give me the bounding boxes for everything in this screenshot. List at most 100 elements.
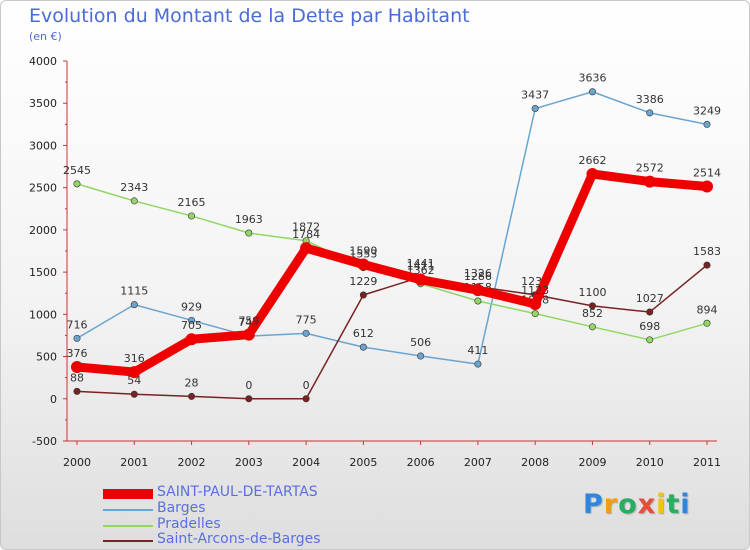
data-point-barges-2002 bbox=[188, 316, 196, 324]
y-tick-label-2: 500 bbox=[36, 351, 57, 364]
data-point-pradelles-2001 bbox=[130, 197, 138, 205]
data-label-saint-paul-de-tartas-2003: 759 bbox=[238, 315, 259, 328]
y-tick-label-7: 3000 bbox=[29, 139, 57, 152]
data-point-saint-arcons-de-barges-2000 bbox=[73, 387, 81, 395]
data-point-saint-paul-de-tartas-2007 bbox=[471, 284, 484, 297]
data-point-barges-2011 bbox=[703, 120, 711, 128]
data-label-pradelles-2000: 2545 bbox=[63, 164, 91, 177]
x-tick-label-1: 2001 bbox=[120, 456, 148, 469]
data-point-barges-2005 bbox=[359, 343, 367, 351]
data-point-saint-paul-de-tartas-2004 bbox=[300, 242, 313, 255]
data-label-pradelles-2001: 2343 bbox=[120, 181, 148, 194]
data-point-barges-2009 bbox=[588, 88, 596, 96]
series-pradelles: 2545234321651963187215531362115810088526… bbox=[63, 164, 718, 344]
series-line-barges bbox=[76, 90, 708, 365]
data-point-barges-2000 bbox=[73, 334, 81, 342]
legend-swatch-saint-arcons-de-barges bbox=[103, 540, 153, 542]
data-label-saint-paul-de-tartas-2001: 316 bbox=[124, 352, 145, 365]
data-point-saint-paul-de-tartas-2011 bbox=[701, 180, 713, 193]
data-label-saint-paul-de-tartas-2002: 705 bbox=[181, 319, 202, 332]
y-tick-label-6: 2500 bbox=[29, 182, 57, 195]
x-tick-label-9: 2009 bbox=[578, 456, 606, 469]
data-label-saint-paul-de-tartas-2011: 2514 bbox=[693, 166, 721, 179]
series-saint-paul-de-tartas: 376 316 705 759 1784 1590 1411 1286 1123 2662 2572… bbox=[67, 154, 721, 379]
data-label-saint-paul-de-tartas-2007: 1286 bbox=[464, 270, 492, 283]
data-label-pradelles-2011: 894 bbox=[697, 303, 718, 316]
data-label-barges-2004: 775 bbox=[296, 313, 317, 326]
data-label-saint-paul-de-tartas-2009: 2662 bbox=[578, 154, 606, 167]
data-label-saint-arcons-de-barges-2002: 28 bbox=[185, 376, 199, 389]
data-point-saint-arcons-de-barges-2004 bbox=[302, 395, 310, 403]
series-line-saint-paul-de-tartas bbox=[72, 169, 712, 377]
data-label-barges-2009: 3636 bbox=[578, 72, 606, 85]
legend-swatch-barges bbox=[103, 509, 153, 511]
data-label-saint-paul-de-tartas-2000: 376 bbox=[67, 347, 88, 360]
data-label-saint-arcons-de-barges-2004: 0 bbox=[303, 379, 310, 392]
data-label-barges-2011: 3249 bbox=[693, 104, 721, 117]
data-label-pradelles-2003: 1963 bbox=[235, 213, 263, 226]
data-point-saint-paul-de-tartas-2005 bbox=[357, 258, 370, 271]
data-label-saint-paul-de-tartas-2004: 1784 bbox=[292, 228, 320, 241]
data-label-barges-2000: 716 bbox=[67, 318, 88, 331]
data-point-saint-paul-de-tartas-2003 bbox=[242, 328, 255, 341]
x-tick-label-2: 2002 bbox=[178, 456, 206, 469]
data-point-saint-paul-de-tartas-2001 bbox=[128, 366, 141, 379]
data-label-saint-arcons-de-barges-2000: 88 bbox=[70, 371, 84, 384]
y-tick-label-3: 1000 bbox=[29, 308, 57, 321]
data-point-saint-arcons-de-barges-2001 bbox=[130, 390, 138, 398]
data-label-pradelles-2010: 698 bbox=[639, 320, 660, 333]
data-label-saint-paul-de-tartas-2005: 1590 bbox=[349, 245, 377, 258]
data-label-saint-arcons-de-barges-2007: 1326 bbox=[464, 267, 492, 280]
legend-label-saint-paul-de-tartas: SAINT-PAUL-DE-TARTAS bbox=[157, 484, 318, 500]
data-label-saint-paul-de-tartas-2008: 1123 bbox=[521, 284, 549, 297]
data-point-barges-2004 bbox=[302, 329, 310, 337]
data-label-pradelles-2005: 1553 bbox=[349, 248, 377, 261]
x-tick-label-0: 2000 bbox=[63, 456, 91, 469]
data-point-pradelles-2003 bbox=[245, 229, 253, 237]
data-label-barges-2002: 929 bbox=[181, 300, 202, 313]
data-point-saint-arcons-de-barges-2011 bbox=[703, 261, 711, 269]
y-tick-label-1: 0 bbox=[50, 393, 57, 406]
data-point-saint-paul-de-tartas-2010 bbox=[643, 175, 656, 188]
data-point-saint-paul-de-tartas-2000 bbox=[71, 361, 83, 374]
data-label-saint-arcons-de-barges-2009: 1100 bbox=[578, 286, 606, 299]
data-label-barges-2010: 3386 bbox=[636, 93, 664, 106]
data-point-pradelles-2010 bbox=[646, 336, 654, 344]
data-point-saint-arcons-de-barges-2005 bbox=[359, 291, 367, 299]
chart-subtitle: (en €) bbox=[29, 30, 62, 43]
legend-label-barges: Barges bbox=[157, 500, 206, 516]
data-point-pradelles-2002 bbox=[188, 212, 196, 220]
data-label-barges-2001: 1115 bbox=[120, 285, 148, 298]
data-label-saint-arcons-de-barges-2003: 0 bbox=[245, 379, 252, 392]
data-point-barges-2006 bbox=[417, 352, 425, 360]
chart-title: Evolution du Montant de la Dette par Hab… bbox=[29, 5, 470, 27]
x-tick-label-8: 2008 bbox=[521, 456, 549, 469]
data-point-saint-arcons-de-barges-2002 bbox=[188, 392, 196, 400]
data-point-saint-paul-de-tartas-2008 bbox=[529, 297, 542, 310]
data-label-saint-arcons-de-barges-2010: 1027 bbox=[636, 292, 664, 305]
data-label-barges-2005: 612 bbox=[353, 327, 374, 340]
data-point-pradelles-2007 bbox=[474, 297, 482, 305]
data-point-barges-2010 bbox=[646, 109, 654, 117]
data-label-barges-2006: 506 bbox=[410, 336, 431, 349]
data-label-saint-arcons-de-barges-2001: 54 bbox=[127, 374, 141, 387]
x-tick-label-11: 2011 bbox=[693, 456, 721, 469]
data-label-barges-2008: 3437 bbox=[521, 89, 549, 102]
data-label-pradelles-2009: 852 bbox=[582, 307, 603, 320]
x-tick-label-5: 2005 bbox=[349, 456, 377, 469]
y-tick-label-4: 1500 bbox=[29, 266, 57, 279]
legend-swatch-saint-paul-de-tartas bbox=[103, 489, 153, 499]
y-tick-label-9: 4000 bbox=[29, 55, 57, 68]
data-label-saint-paul-de-tartas-2006: 1411 bbox=[407, 260, 435, 273]
series-line-pradelles bbox=[76, 183, 708, 341]
data-point-barges-2007 bbox=[474, 360, 482, 368]
x-tick-label-3: 2003 bbox=[235, 456, 263, 469]
x-tick-label-10: 2010 bbox=[636, 456, 664, 469]
data-point-pradelles-2000 bbox=[73, 180, 81, 188]
data-point-saint-arcons-de-barges-2003 bbox=[245, 395, 253, 403]
data-point-barges-2008 bbox=[531, 105, 539, 113]
data-point-pradelles-2008 bbox=[531, 310, 539, 318]
data-point-saint-paul-de-tartas-2009 bbox=[586, 167, 599, 180]
